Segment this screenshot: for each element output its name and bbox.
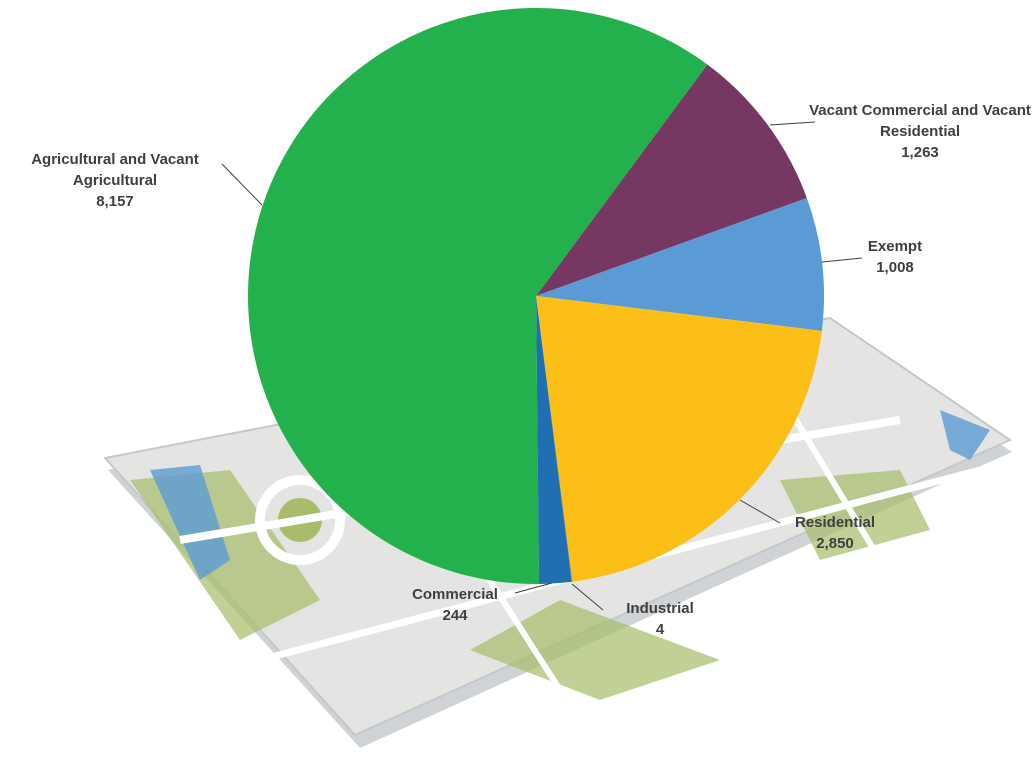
slice-label: Commercial 244 [390,584,520,626]
pie-slice [536,296,822,582]
slice-label: Industrial 4 [600,598,720,640]
pie-slice [536,296,572,584]
leader-line [221,163,263,206]
slice-value: 4 [655,621,665,638]
slice-name: Agricultural and Vacant Agricultural [31,151,199,189]
leader-line [571,583,604,611]
slice-value: 8,157 [96,193,134,210]
slice-name: Exempt [867,238,923,255]
slice-label: Vacant Commercial and Vacant Residential… [800,100,1036,163]
slice-name: Residential [794,514,876,531]
slice-label: Agricultural and Vacant Agricultural 8,15… [0,149,230,212]
leader-line [821,257,863,263]
pie-slice [536,296,573,582]
slice-label: Exempt 1,008 [840,236,950,278]
pie-slice [248,8,708,584]
pie-slice [536,64,807,296]
leader-line [514,582,553,594]
slice-value: 1,263 [901,144,939,161]
slice-value: 1,008 [876,259,914,276]
slice-name: Vacant Commercial and Vacant Residential [809,102,1031,140]
slice-value: 2,850 [816,535,854,552]
slice-name: Commercial [412,586,498,603]
pie-slice [536,198,824,331]
leader-line [769,121,816,126]
slice-label: Residential 2,850 [770,512,900,554]
leader-line [739,499,781,524]
slice-value: 244 [442,607,468,624]
slice-name: Industrial [626,600,694,617]
